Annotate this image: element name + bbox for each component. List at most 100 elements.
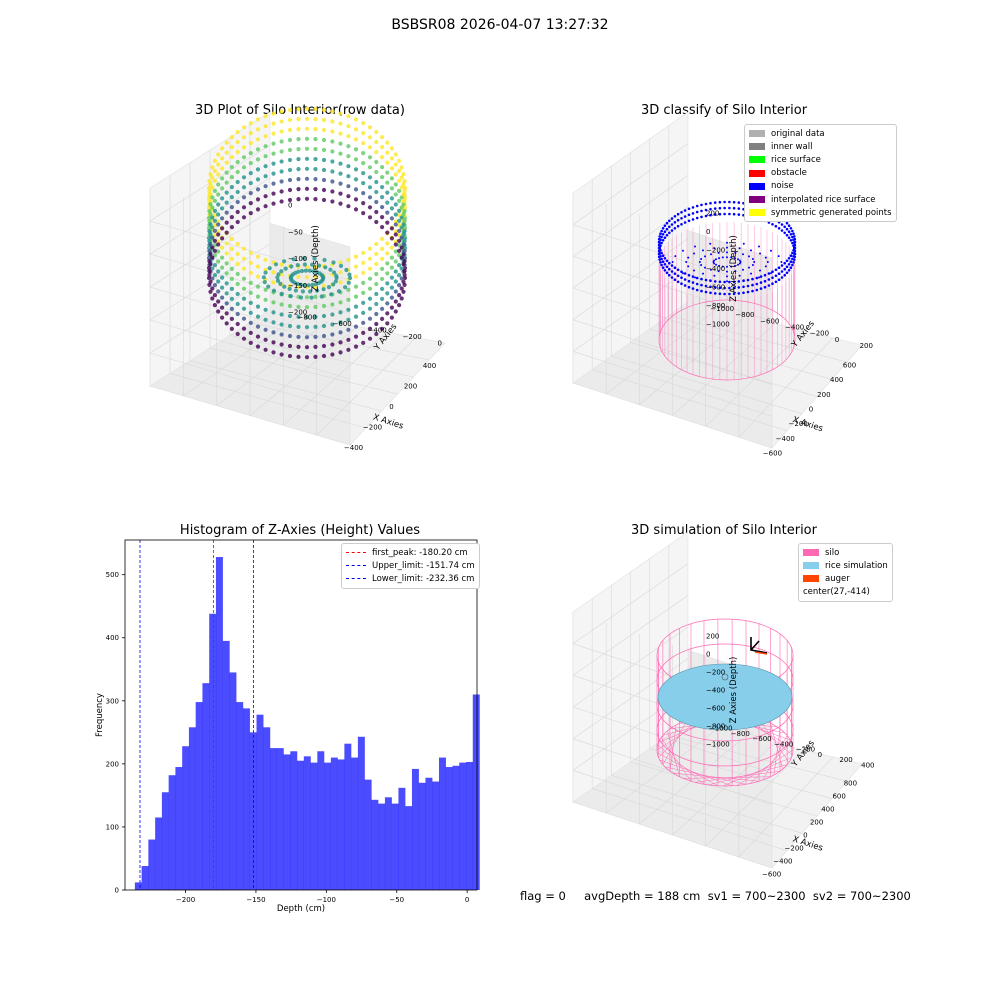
noise-point bbox=[674, 255, 677, 258]
data-point bbox=[296, 269, 301, 274]
histogram-bar bbox=[195, 702, 203, 890]
data-point bbox=[208, 232, 213, 237]
data-point bbox=[220, 186, 225, 191]
data-point bbox=[338, 300, 343, 305]
data-point bbox=[321, 287, 326, 292]
z-axis-label: Z Axies (Depth) bbox=[311, 225, 321, 292]
data-point bbox=[313, 107, 318, 112]
data-point bbox=[338, 263, 344, 268]
data-point bbox=[235, 209, 240, 215]
y-tick-label: 0 bbox=[818, 751, 822, 759]
noise-point bbox=[713, 274, 716, 277]
noise-point bbox=[792, 261, 795, 264]
noise-point bbox=[726, 246, 728, 249]
data-point bbox=[380, 145, 385, 150]
noise-point bbox=[787, 230, 791, 233]
noise-point bbox=[709, 291, 712, 295]
data-point bbox=[393, 192, 398, 197]
data-point bbox=[385, 200, 390, 205]
noise-point bbox=[673, 215, 677, 218]
center-marker bbox=[721, 673, 729, 681]
noise-point bbox=[657, 255, 661, 259]
noise-point bbox=[737, 213, 741, 216]
histogram-bar bbox=[337, 759, 345, 890]
data-point bbox=[248, 211, 253, 216]
data-point bbox=[229, 266, 234, 271]
noise-point bbox=[767, 284, 771, 287]
data-point bbox=[346, 134, 351, 139]
x-tick-label: 400 bbox=[830, 376, 843, 384]
histogram-bar bbox=[425, 777, 433, 890]
data-point bbox=[279, 119, 284, 124]
noise-point bbox=[755, 276, 759, 280]
data-point bbox=[255, 324, 261, 329]
data-point bbox=[235, 199, 240, 205]
data-point bbox=[248, 330, 253, 335]
data-point bbox=[397, 158, 402, 163]
legend-item-original: original data bbox=[749, 127, 892, 140]
histogram-x-ticks: −200 −150 −100 −50 0 bbox=[176, 890, 469, 904]
panel1-point-cloud bbox=[206, 106, 408, 360]
data-point bbox=[207, 269, 212, 274]
data-point bbox=[224, 311, 229, 316]
noise-point bbox=[737, 201, 741, 204]
z-tick-label: −1000 bbox=[706, 321, 730, 329]
data-point bbox=[271, 288, 277, 293]
data-point bbox=[212, 198, 217, 203]
data-point bbox=[220, 245, 225, 250]
noise-point bbox=[723, 286, 726, 290]
data-point bbox=[380, 205, 385, 210]
data-point bbox=[353, 177, 359, 182]
noise-point bbox=[709, 213, 712, 217]
noise-point bbox=[713, 259, 716, 262]
legend-item-auger: auger bbox=[803, 572, 888, 585]
histogram-bar bbox=[168, 775, 176, 890]
data-point bbox=[287, 323, 293, 329]
data-point bbox=[287, 187, 293, 193]
data-point bbox=[385, 210, 390, 215]
data-point bbox=[346, 347, 351, 352]
data-point bbox=[374, 129, 379, 135]
data-point bbox=[282, 259, 287, 264]
noise-point bbox=[680, 217, 683, 220]
noise-point bbox=[787, 269, 791, 272]
histogram-ylabel: Frequency bbox=[95, 693, 105, 737]
histogram-bars bbox=[134, 557, 480, 890]
silo-wire bbox=[662, 720, 688, 765]
noise-point bbox=[683, 215, 687, 218]
data-point bbox=[353, 294, 359, 299]
x-tick-label: 0 bbox=[809, 406, 813, 414]
data-point bbox=[248, 131, 253, 136]
noise-point bbox=[694, 245, 696, 248]
noise-point bbox=[682, 272, 684, 275]
y-tick-label: −600 bbox=[760, 317, 779, 325]
data-point bbox=[361, 320, 366, 325]
data-point bbox=[303, 268, 308, 273]
noise-point bbox=[718, 280, 722, 284]
y-tick-label: −1000 bbox=[709, 725, 733, 733]
data-point bbox=[399, 296, 404, 301]
data-point bbox=[304, 196, 310, 201]
noise-point bbox=[683, 284, 687, 287]
noise-point bbox=[695, 204, 699, 208]
noise-point bbox=[785, 233, 789, 237]
legend-item-silo: silo bbox=[803, 546, 888, 559]
noise-point bbox=[673, 278, 677, 282]
noise-point bbox=[789, 239, 793, 242]
data-point bbox=[298, 282, 303, 287]
data-point bbox=[311, 269, 316, 274]
histogram-bar bbox=[364, 779, 372, 890]
data-point bbox=[393, 299, 398, 304]
z-tick-label: −200 bbox=[288, 309, 307, 317]
silo-wire bbox=[657, 744, 705, 785]
noise-point bbox=[734, 264, 736, 267]
noise-point bbox=[759, 275, 763, 278]
silo-wire bbox=[758, 718, 790, 763]
noise-point bbox=[751, 283, 754, 287]
histogram-bar bbox=[236, 702, 244, 890]
data-point bbox=[235, 179, 240, 185]
data-point bbox=[313, 117, 318, 122]
noise-point bbox=[683, 278, 687, 281]
data-point bbox=[374, 241, 379, 247]
x-tick-label: −600 bbox=[762, 871, 781, 879]
